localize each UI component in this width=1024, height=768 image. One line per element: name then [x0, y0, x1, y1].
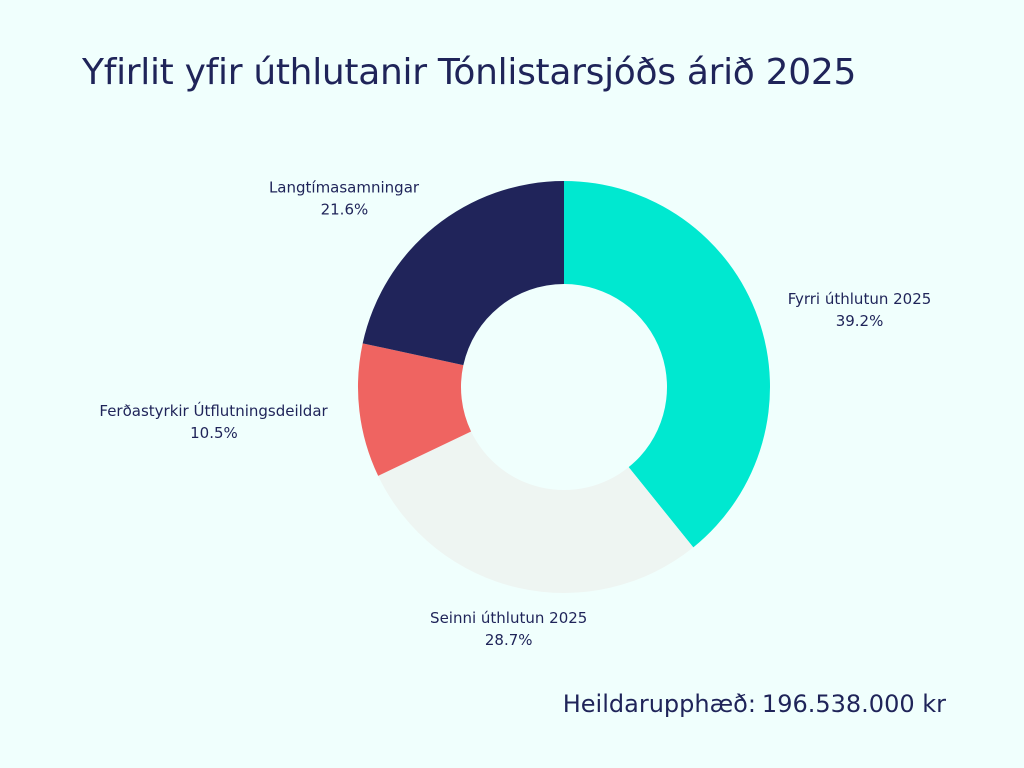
donut-slice-4 — [362, 181, 564, 366]
slice-label-name-3: Ferðastyrkir Útflutningsdeildar — [99, 401, 328, 420]
slice-label-value-3: 10.5% — [190, 424, 238, 442]
total-label: Heildarupphæð: — [562, 690, 756, 718]
slice-label-name-2: Seinni úthlutun 2025 — [430, 609, 587, 627]
total-value: 196.538.000 kr — [761, 690, 946, 718]
slice-label-value-2: 28.7% — [485, 631, 533, 649]
donut-slice-2 — [378, 431, 694, 593]
donut-slice-3 — [358, 343, 472, 476]
donut-slice-1 — [564, 181, 770, 548]
slice-label-value-1: 39.2% — [836, 312, 884, 330]
donut-slices — [358, 181, 770, 593]
total-amount: Heildarupphæð: 196.538.000 kr — [563, 690, 946, 718]
slice-label-name-4: Langtímasamningar — [269, 178, 420, 196]
chart-title: Yfirlit yfir úthlutanir Tónlistarsjóðs á… — [82, 52, 857, 93]
slice-label-value-4: 21.6% — [321, 200, 369, 218]
slice-label-name-1: Fyrri úthlutun 2025 — [788, 290, 932, 308]
slice-labels: Fyrri úthlutun 2025 39.2% Seinni úthlutun … — [99, 178, 931, 648]
